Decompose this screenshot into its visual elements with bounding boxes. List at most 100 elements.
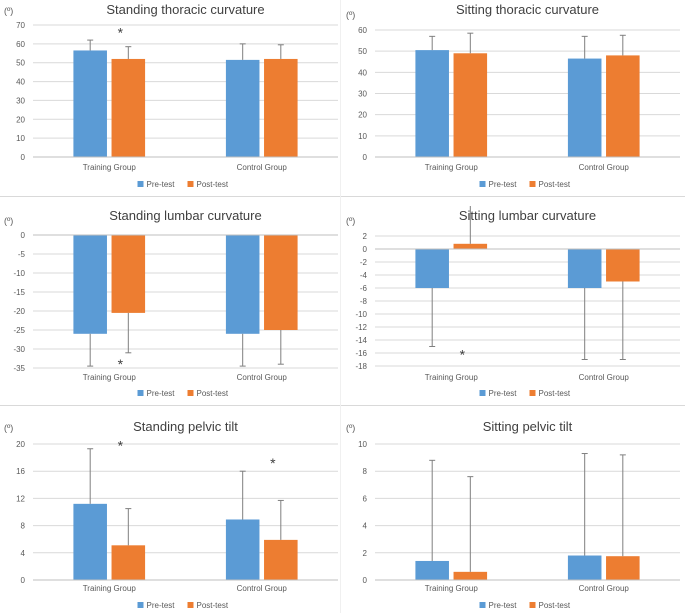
significance-star: * bbox=[118, 356, 124, 372]
legend-swatch-post-test bbox=[529, 181, 536, 187]
significance-star: * bbox=[460, 346, 466, 362]
category-label: Training Group bbox=[83, 584, 137, 593]
legend-label-pre-test: Pre-test bbox=[147, 601, 176, 610]
y-tick-label: 6 bbox=[363, 494, 368, 503]
bar-pre-test bbox=[73, 235, 107, 334]
y-tick-label: 10 bbox=[358, 132, 367, 141]
category-label: Training Group bbox=[425, 584, 479, 593]
y-tick-label: 60 bbox=[16, 40, 25, 49]
bar-post-test bbox=[111, 545, 146, 580]
chart-sitting-lumbar: Sitting lumbar curvature (º) 2 0 -2 -4 -6 -8 -10… bbox=[346, 206, 680, 398]
legend-swatch-pre-test bbox=[137, 390, 144, 396]
legend-label-post-test: Post-test bbox=[539, 180, 571, 189]
y-tick-label: -2 bbox=[360, 258, 368, 267]
bar-post-test bbox=[264, 58, 298, 157]
y-tick-label: 70 bbox=[16, 21, 25, 30]
bar-pre-test bbox=[415, 560, 449, 580]
bar-post-test bbox=[111, 58, 146, 157]
legend-swatch-pre-test bbox=[479, 181, 486, 187]
legend-label-pre-test: Pre-test bbox=[489, 601, 518, 610]
y-tick-label: -25 bbox=[13, 326, 25, 335]
y-tick-label: 0 bbox=[21, 576, 26, 585]
legend-label-pre-test: Pre-test bbox=[147, 180, 176, 189]
chart-title: Sitting pelvic tilt bbox=[483, 419, 573, 434]
chart-title: Sitting lumbar curvature bbox=[459, 208, 596, 223]
chart-sitting-pelvic: Sitting pelvic tilt (º) 0 2 4 6 8 10 Training Gr… bbox=[346, 419, 680, 610]
y-tick-label: -8 bbox=[360, 297, 368, 306]
y-tick-label: 0 bbox=[21, 153, 26, 162]
y-tick-label: 20 bbox=[358, 111, 367, 120]
bar-post-test bbox=[606, 55, 640, 157]
y-tick-label: 8 bbox=[363, 467, 368, 476]
y-unit-label: (º) bbox=[4, 6, 13, 16]
legend-swatch-post-test bbox=[529, 602, 536, 608]
bar-pre-test bbox=[73, 503, 107, 580]
y-tick-label: 0 bbox=[363, 153, 368, 162]
category-label: Control Group bbox=[237, 373, 288, 382]
y-tick-label: 4 bbox=[363, 522, 368, 531]
y-tick-label: 12 bbox=[16, 494, 25, 503]
y-tick-label: 0 bbox=[363, 576, 368, 585]
legend-swatch-pre-test bbox=[479, 602, 486, 608]
legend-swatch-post-test bbox=[187, 181, 194, 187]
y-tick-label: 2 bbox=[363, 232, 368, 241]
category-label: Control Group bbox=[237, 584, 288, 593]
chart-title: Standing lumbar curvature bbox=[109, 208, 261, 223]
bar-pre-test bbox=[73, 50, 107, 158]
chart-title: Standing thoracic curvature bbox=[106, 2, 264, 17]
y-tick-label: 0 bbox=[21, 231, 26, 240]
column-divider bbox=[340, 0, 341, 613]
category-label: Control Group bbox=[237, 163, 288, 172]
bar-post-test bbox=[606, 249, 640, 282]
chart-standing-lumbar: Standing lumbar curvature (º) 0 -5 -10 -15 -20… bbox=[4, 208, 338, 398]
legend-swatch-post-test bbox=[187, 602, 194, 608]
y-unit-label: (º) bbox=[4, 216, 13, 226]
y-tick-label: -10 bbox=[355, 310, 367, 319]
legend-swatch-pre-test bbox=[137, 602, 144, 608]
chart-standing-pelvic: Standing pelvic tilt (º) 0 4 8 12 16 20 Training… bbox=[4, 419, 338, 610]
y-tick-label: 30 bbox=[16, 96, 25, 105]
legend-label-post-test: Post-test bbox=[539, 389, 571, 398]
legend-label-post-test: Post-test bbox=[197, 389, 229, 398]
significance-star: * bbox=[270, 455, 276, 471]
bar-pre-test bbox=[567, 249, 602, 288]
bar-post-test bbox=[606, 556, 640, 580]
chart-standing-thoracic: Standing thoracic curvature (º) 0 10 20 30 40 5… bbox=[4, 2, 338, 189]
y-tick-label: 4 bbox=[21, 549, 26, 558]
y-tick-label: 20 bbox=[16, 440, 25, 449]
legend-swatch-pre-test bbox=[137, 181, 144, 187]
category-label: Training Group bbox=[83, 373, 137, 382]
y-unit-label: (º) bbox=[346, 10, 355, 20]
legend-label-post-test: Post-test bbox=[539, 601, 571, 610]
y-tick-label: -10 bbox=[13, 269, 25, 278]
y-tick-label: -18 bbox=[355, 362, 367, 371]
y-tick-label: 10 bbox=[16, 134, 25, 143]
bar-post-test bbox=[111, 235, 146, 313]
bar-pre-test bbox=[567, 58, 602, 158]
chart-title: Standing pelvic tilt bbox=[133, 419, 238, 434]
bar-pre-test bbox=[225, 235, 260, 334]
y-tick-label: -30 bbox=[13, 345, 25, 354]
y-unit-label: (º) bbox=[346, 216, 355, 226]
y-tick-label: 60 bbox=[358, 26, 367, 35]
bar-pre-test bbox=[567, 555, 602, 580]
legend-label-pre-test: Pre-test bbox=[489, 180, 518, 189]
bar-post-test bbox=[453, 571, 488, 580]
y-tick-label: 2 bbox=[363, 549, 368, 558]
y-tick-label: -6 bbox=[360, 284, 368, 293]
category-label: Training Group bbox=[425, 163, 479, 172]
y-tick-label: 30 bbox=[358, 90, 367, 99]
y-tick-label: -35 bbox=[13, 364, 25, 373]
legend-label-pre-test: Pre-test bbox=[147, 389, 176, 398]
row-divider bbox=[0, 196, 685, 197]
legend-swatch-post-test bbox=[187, 390, 194, 396]
y-tick-label: 8 bbox=[21, 522, 26, 531]
y-tick-label: 40 bbox=[358, 68, 367, 77]
y-tick-label: -5 bbox=[18, 250, 26, 259]
significance-star: * bbox=[118, 25, 124, 41]
bar-pre-test bbox=[225, 519, 260, 580]
y-tick-label: -4 bbox=[360, 271, 368, 280]
significance-star: * bbox=[118, 437, 124, 453]
legend-label-post-test: Post-test bbox=[197, 601, 229, 610]
